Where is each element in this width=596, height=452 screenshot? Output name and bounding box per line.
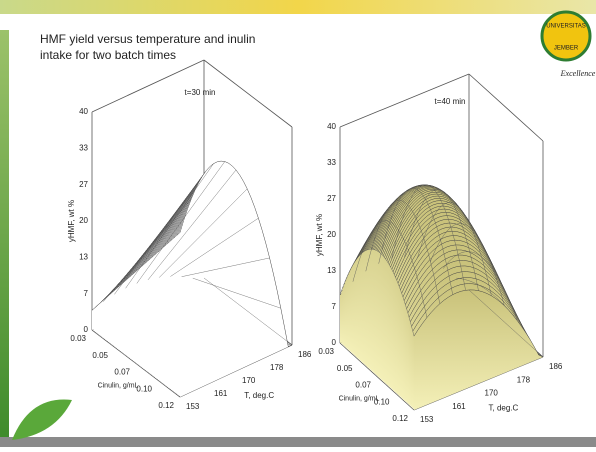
x-tick-label: 0.03 bbox=[70, 334, 86, 343]
y-tick-label: 161 bbox=[452, 402, 466, 411]
surface-strip bbox=[414, 289, 543, 410]
chart-title: t=30 min bbox=[185, 88, 216, 97]
surface-line bbox=[404, 189, 479, 291]
z-tick-label: 0 bbox=[332, 338, 337, 347]
x-tick-label: 0.07 bbox=[355, 381, 371, 390]
surface-line bbox=[443, 251, 518, 321]
box-edge bbox=[91, 59, 205, 113]
box-edge bbox=[203, 59, 293, 128]
y-tick-label: 178 bbox=[517, 375, 531, 384]
surface-line bbox=[114, 176, 203, 295]
surface-line bbox=[430, 223, 505, 306]
bottom-band bbox=[0, 437, 596, 447]
z-tick-label: 20 bbox=[327, 230, 336, 239]
box-edge bbox=[339, 73, 470, 128]
y-tick-label: 153 bbox=[420, 415, 434, 424]
surface-line bbox=[468, 289, 544, 358]
surface-line bbox=[378, 188, 453, 295]
y-tick-label: 178 bbox=[270, 363, 284, 372]
z-tick-label: 13 bbox=[79, 252, 88, 261]
y-axis-label: T, deg.C bbox=[244, 391, 274, 400]
slide-title: HMF yield versus temperature and inulin bbox=[40, 32, 255, 46]
z-tick-label: 20 bbox=[79, 216, 88, 225]
y-tick-label: 170 bbox=[485, 389, 499, 398]
y-axis-label: T, deg.C bbox=[489, 403, 519, 412]
z-tick-label: 0 bbox=[84, 325, 89, 334]
surface-strip bbox=[180, 161, 292, 397]
slide-title: intake for two batch times bbox=[40, 48, 176, 62]
surface-line bbox=[91, 232, 181, 311]
logo: UNIVERSITAS JEMBER Excellence bbox=[540, 10, 596, 78]
y-tick-label: 186 bbox=[298, 350, 312, 359]
x-tick-label: 0.05 bbox=[337, 364, 353, 373]
z-axis-label: yHMF, wt % bbox=[67, 200, 76, 242]
box-edge bbox=[468, 73, 544, 142]
logo-emblem bbox=[540, 10, 592, 62]
x-tick-label: 0.12 bbox=[392, 414, 408, 423]
surface-line bbox=[365, 200, 440, 304]
z-axis-label: yHMF, wt % bbox=[315, 214, 324, 256]
chart-title: t=40 min bbox=[435, 97, 466, 106]
z-tick-label: 40 bbox=[327, 122, 336, 131]
z-tick-label: 33 bbox=[327, 158, 336, 167]
z-tick-label: 40 bbox=[79, 107, 88, 116]
z-tick-label: 33 bbox=[79, 143, 88, 152]
x-tick-label: 0.07 bbox=[114, 368, 130, 377]
surface-line bbox=[417, 202, 492, 296]
leaf-icon bbox=[12, 399, 72, 440]
z-tick-label: 7 bbox=[332, 302, 337, 311]
y-tick-label: 170 bbox=[242, 376, 256, 385]
y-tick-label: 161 bbox=[214, 389, 228, 398]
logo-caption: Excellence bbox=[560, 69, 596, 78]
surface-line bbox=[147, 169, 237, 280]
logo-text: UNIVERSITAS bbox=[546, 24, 586, 30]
z-tick-label: 27 bbox=[79, 180, 88, 189]
z-tick-label: 7 bbox=[84, 289, 89, 298]
surface-line bbox=[203, 277, 293, 346]
surface-plot bbox=[91, 59, 293, 398]
surface-line bbox=[339, 248, 415, 337]
surface-line bbox=[159, 188, 248, 278]
side-band bbox=[0, 30, 9, 447]
logo-text: JEMBER bbox=[554, 46, 579, 52]
surface-line bbox=[181, 257, 270, 277]
surface-line bbox=[391, 184, 466, 291]
z-tick-label: 13 bbox=[327, 266, 336, 275]
surface-line bbox=[192, 277, 281, 309]
y-tick-label: 153 bbox=[186, 402, 200, 411]
x-tick-label: 0.10 bbox=[136, 384, 152, 393]
z-tick-label: 27 bbox=[327, 194, 336, 203]
x-axis-label: Cinulin, g/mL bbox=[98, 382, 139, 389]
surface-plot bbox=[339, 73, 544, 411]
x-axis-label: Cinulin, g/mL bbox=[339, 395, 380, 402]
surface-line bbox=[170, 217, 259, 277]
top-band bbox=[0, 0, 596, 14]
surface-line bbox=[136, 161, 225, 284]
surface-line bbox=[456, 277, 531, 340]
surface-line bbox=[125, 163, 214, 289]
x-tick-label: 0.10 bbox=[374, 397, 390, 406]
x-tick-label: 0.12 bbox=[158, 401, 174, 410]
y-tick-label: 186 bbox=[549, 362, 563, 371]
x-tick-label: 0.03 bbox=[318, 347, 334, 356]
x-tick-label: 0.05 bbox=[92, 351, 108, 360]
